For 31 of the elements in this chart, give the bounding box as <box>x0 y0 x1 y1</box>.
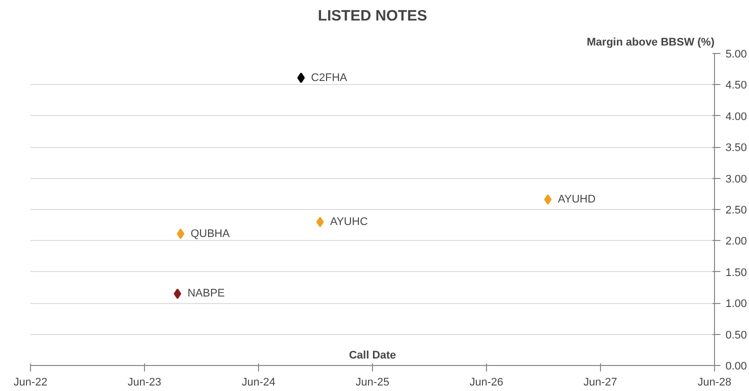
annotation: C2FHA <box>311 72 348 84</box>
x-tick-label: Jun-24 <box>242 376 276 388</box>
y-tick-label: 3.00 <box>726 173 747 186</box>
point <box>316 216 324 228</box>
x-tick-label: Jun-26 <box>470 376 504 388</box>
x-tick-label: Jun-23 <box>128 376 162 388</box>
y-tick-label: 2.50 <box>726 204 747 216</box>
x-tick-label: Jun-22 <box>14 376 48 388</box>
point <box>544 194 552 205</box>
x-tick-label: Jun-25 <box>356 376 390 388</box>
point <box>174 288 182 299</box>
y-tick-label: 0.50 <box>726 329 747 342</box>
x-tick-label: Jun-28 <box>698 376 732 388</box>
y-tick-label: 0.00 <box>726 360 747 372</box>
annotation: AYUHC <box>330 216 368 228</box>
x-axis-title: Call Date <box>348 350 396 362</box>
chart-title: LISTED NOTES <box>318 8 428 24</box>
annotation: AYUHD <box>558 194 596 206</box>
point <box>297 72 305 84</box>
y-tick-label: 2.00 <box>726 236 747 248</box>
y-tick-label: 4.00 <box>726 110 747 123</box>
annotation: QUBHA <box>190 228 230 240</box>
y-tick-label: 3.50 <box>726 142 747 154</box>
y-tick-label: 1.50 <box>726 266 747 279</box>
y-tick-label: 4.50 <box>726 80 747 92</box>
annotation: NABPE <box>187 288 225 300</box>
x-tick-label: Jun-27 <box>583 376 618 388</box>
point <box>176 228 184 240</box>
y-tick-label: 1.00 <box>726 298 747 310</box>
y-axis-title: Margin above BBSW (%) <box>586 36 715 48</box>
y-tick-label: 5.00 <box>726 48 747 60</box>
